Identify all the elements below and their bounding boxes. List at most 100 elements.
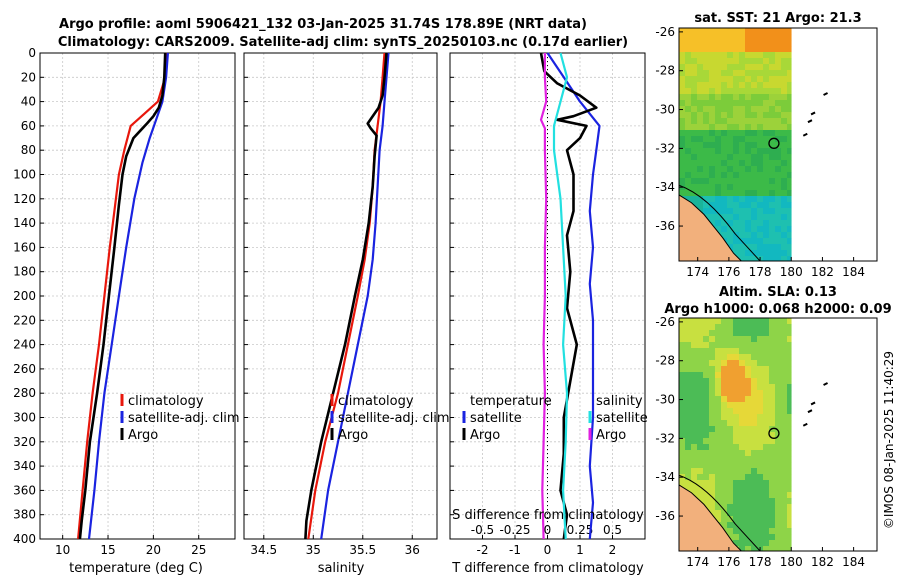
heatmap-cell xyxy=(727,106,734,113)
heatmap-cell xyxy=(769,232,776,239)
heatmap-cell xyxy=(715,336,722,343)
heatmap-cell xyxy=(703,492,710,499)
heatmap-cell xyxy=(769,348,776,355)
heatmap-cell xyxy=(691,196,698,203)
heatmap-cell xyxy=(787,540,792,547)
heatmap-cell xyxy=(727,318,734,325)
difference-xlabel: T difference from climatology xyxy=(451,561,644,576)
heatmap-cell xyxy=(763,154,770,161)
heatmap-cell xyxy=(763,420,770,427)
heatmap-cell xyxy=(739,220,746,227)
heatmap-cell xyxy=(751,34,758,41)
heatmap-cell xyxy=(733,226,740,233)
heatmap-cell xyxy=(733,480,740,487)
heatmap-cell xyxy=(727,124,734,131)
heatmap-cell xyxy=(763,148,770,155)
heatmap-cell xyxy=(727,100,734,107)
heatmap-cell xyxy=(709,420,716,427)
heatmap-cell xyxy=(757,498,764,505)
heatmap-cell xyxy=(757,354,764,361)
heatmap-cell xyxy=(781,390,788,397)
heatmap-cell xyxy=(715,462,722,469)
heatmap-cell xyxy=(757,142,764,149)
heatmap-cell xyxy=(691,166,698,173)
heatmap-cell xyxy=(757,202,764,209)
heatmap-cell xyxy=(727,378,734,385)
heatmap-cell xyxy=(751,100,758,107)
heatmap-cell xyxy=(685,450,692,457)
y-tick-label: -34 xyxy=(655,470,675,484)
y-tick-label: 0 xyxy=(28,46,36,60)
heatmap-cell xyxy=(745,474,752,481)
y-tick-label: -30 xyxy=(655,393,675,407)
heatmap-cell xyxy=(709,456,716,463)
heatmap-cell xyxy=(787,148,792,155)
heatmap-cell xyxy=(787,528,792,535)
heatmap-cell xyxy=(769,432,776,439)
heatmap-cell xyxy=(775,220,782,227)
x-tick-label: -1 xyxy=(509,543,521,557)
heatmap-cell xyxy=(775,438,782,445)
series-line-climatology xyxy=(77,52,169,540)
heatmap-cell xyxy=(715,82,722,89)
heatmap-cell xyxy=(745,172,752,179)
heatmap-cell xyxy=(745,336,752,343)
heatmap-cell xyxy=(727,160,734,167)
heatmap-cell xyxy=(775,244,782,251)
heatmap-cell xyxy=(709,118,716,125)
island-mark xyxy=(823,92,828,96)
heatmap-cell xyxy=(685,88,692,95)
heatmap-cell xyxy=(709,46,716,53)
heatmap-cell xyxy=(727,390,734,397)
heatmap-cell xyxy=(769,184,776,191)
heatmap-cell xyxy=(769,336,776,343)
figure-title-line1: Argo profile: aoml 5906421_132 03-Jan-20… xyxy=(59,17,587,32)
heatmap-cell xyxy=(721,52,728,59)
x-tick-label: 174 xyxy=(686,555,709,569)
heatmap-cell xyxy=(733,136,740,143)
heatmap-cell xyxy=(685,384,692,391)
heatmap-cell xyxy=(697,414,704,421)
heatmap-cell xyxy=(787,474,792,481)
y-tick-label: 400 xyxy=(13,532,36,546)
heatmap-cell xyxy=(679,166,686,173)
heatmap-cell xyxy=(691,154,698,161)
heatmap-cell xyxy=(751,184,758,191)
heatmap-cell xyxy=(691,88,698,95)
heatmap-cell xyxy=(739,336,746,343)
heatmap-cell xyxy=(715,480,722,487)
heatmap-cell xyxy=(721,214,728,221)
heatmap-cell xyxy=(727,384,734,391)
heatmap-cell xyxy=(751,214,758,221)
heatmap-cell xyxy=(715,94,722,101)
heatmap-cell xyxy=(715,166,722,173)
heatmap-cell xyxy=(757,486,764,493)
heatmap-cell xyxy=(727,336,734,343)
temperature-legend: climatology satellite-adj. clim Argo xyxy=(120,394,240,443)
heatmap-cell xyxy=(715,34,722,41)
heatmap-cell xyxy=(745,402,752,409)
heatmap-cell xyxy=(757,342,764,349)
heatmap-cell xyxy=(679,118,686,125)
heatmap-cell xyxy=(685,58,692,65)
heatmap-cell xyxy=(781,480,788,487)
heatmap-cell xyxy=(739,28,746,35)
heatmap-cell xyxy=(745,154,752,161)
heatmap-cell xyxy=(679,390,686,397)
heatmap-cell xyxy=(751,324,758,331)
heatmap-cell xyxy=(757,46,764,53)
heatmap-cell xyxy=(745,450,752,457)
heatmap-cell xyxy=(727,220,734,227)
heatmap-cell xyxy=(769,256,776,262)
heatmap-cell xyxy=(679,124,686,131)
heatmap-cell xyxy=(769,444,776,451)
heatmap-cell xyxy=(751,190,758,197)
heatmap-cell xyxy=(787,178,792,185)
heatmap-cell xyxy=(679,28,686,35)
heatmap-cell xyxy=(775,402,782,409)
heatmap-cell xyxy=(763,432,770,439)
heatmap-cell xyxy=(721,46,728,53)
heatmap-cell xyxy=(703,486,710,493)
heatmap-cell xyxy=(781,82,788,89)
heatmap-cell xyxy=(697,172,704,179)
